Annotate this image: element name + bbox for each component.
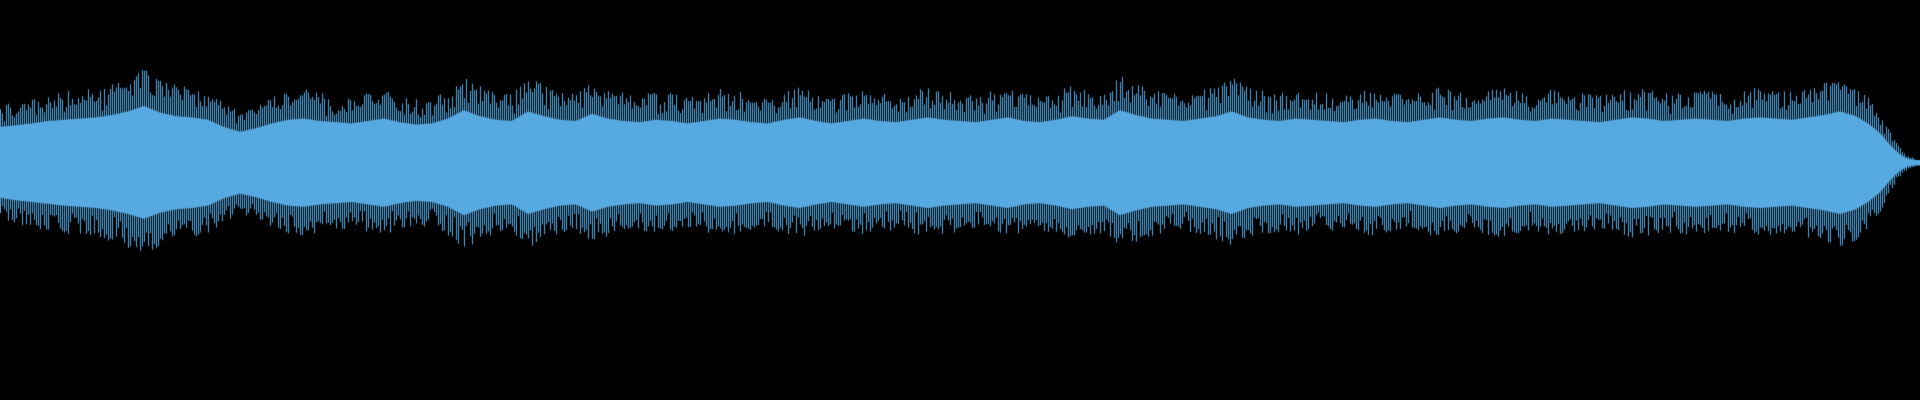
audio-waveform-chart[interactable] — [0, 0, 1920, 400]
audio-waveform-panel[interactable] — [0, 0, 1920, 400]
